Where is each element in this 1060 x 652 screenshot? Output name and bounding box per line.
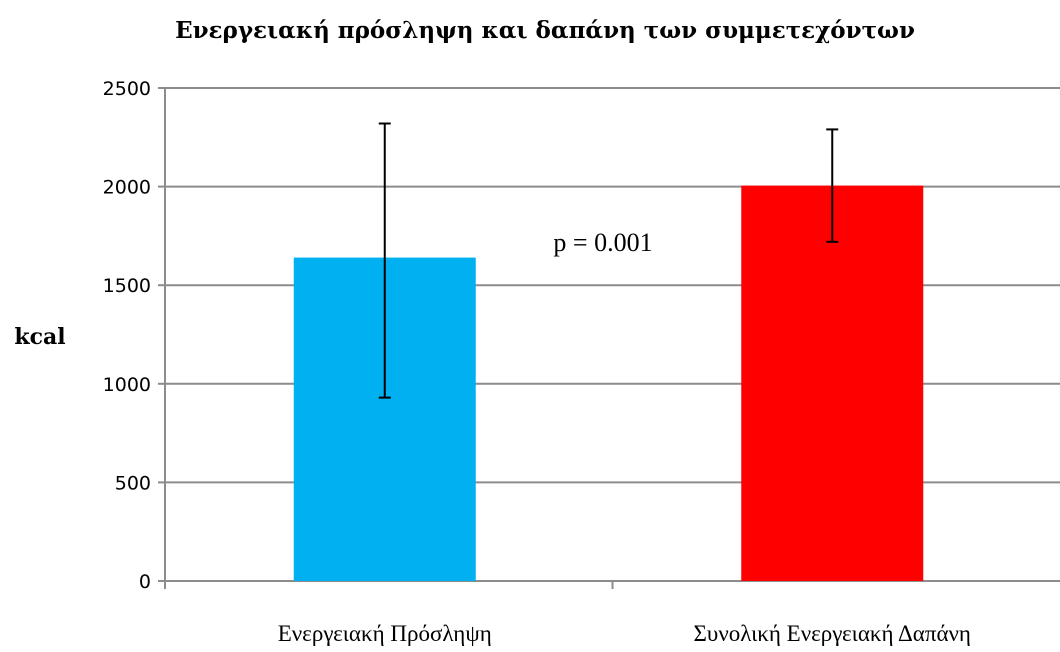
y-tick-label: 0 bbox=[139, 571, 151, 593]
y-tick-label: 2500 bbox=[103, 78, 151, 100]
y-tick-label: 500 bbox=[115, 472, 151, 494]
error-bars bbox=[378, 122, 839, 399]
x-category-labels: Ενεργειακή Πρόσληψη Συνολική Ενεργειακή Δ… bbox=[278, 621, 971, 646]
y-axis-label: kcal bbox=[14, 324, 65, 350]
chart-title: Ενεργειακή πρόσληψη και δαπάνη των συμμε… bbox=[175, 17, 915, 44]
y-tick-label: 1000 bbox=[103, 374, 151, 396]
y-tick-label: 1500 bbox=[103, 275, 151, 297]
bar bbox=[741, 185, 924, 581]
x-category-label: Ενεργειακή Πρόσληψη bbox=[278, 621, 492, 646]
axes bbox=[158, 87, 1060, 589]
x-category-label: Συνολική Ενεργειακή Δαπάνη bbox=[694, 621, 971, 646]
y-tick-label: 2000 bbox=[103, 177, 151, 199]
y-tick-labels: 0 500 1000 1500 2000 2500 bbox=[103, 78, 151, 593]
p-value-annotation: p = 0.001 bbox=[553, 228, 652, 257]
